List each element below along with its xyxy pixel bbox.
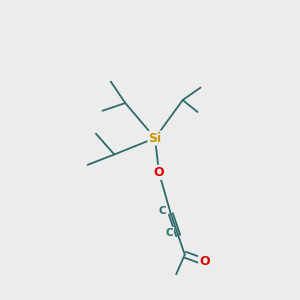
Text: C: C	[158, 206, 166, 216]
Text: O: O	[199, 255, 210, 268]
Text: C: C	[166, 228, 173, 238]
Text: Si: Si	[148, 132, 162, 145]
Text: O: O	[154, 166, 164, 179]
